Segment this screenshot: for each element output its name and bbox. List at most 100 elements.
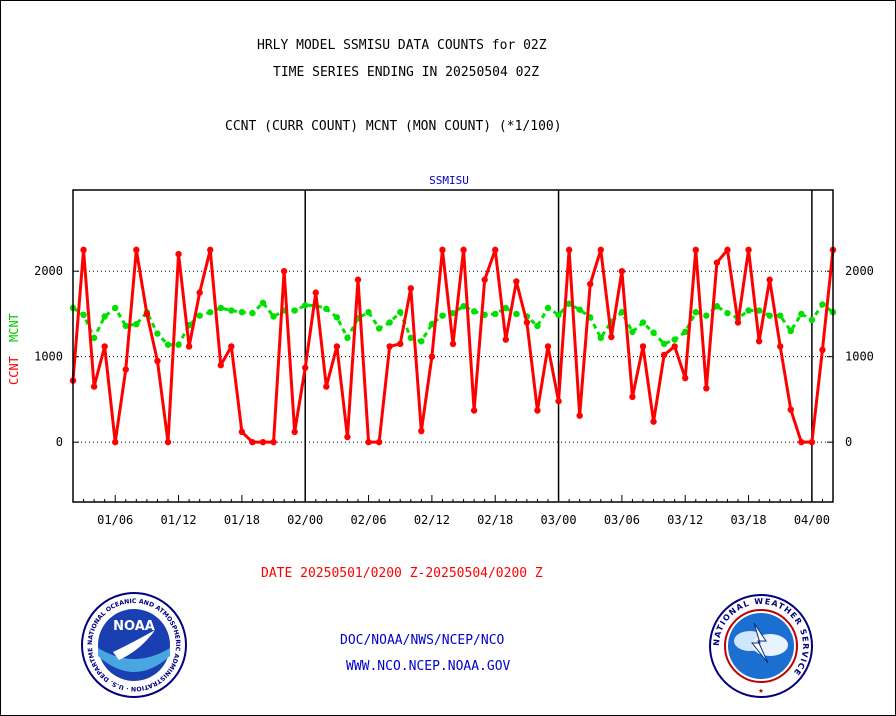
data-point-mcnt bbox=[80, 311, 87, 318]
data-point-ccnt bbox=[270, 438, 277, 446]
data-point-mcnt bbox=[333, 314, 341, 321]
data-point-ccnt bbox=[755, 338, 763, 345]
data-point-mcnt bbox=[755, 307, 763, 314]
data-point-mcnt bbox=[660, 340, 668, 348]
data-point-mcnt bbox=[344, 334, 351, 342]
data-point-ccnt bbox=[703, 385, 710, 392]
data-point-mcnt bbox=[502, 304, 509, 312]
data-point-mcnt bbox=[692, 309, 699, 316]
data-point-ccnt bbox=[196, 289, 203, 296]
data-point-ccnt bbox=[333, 343, 341, 350]
data-point-mcnt bbox=[724, 309, 731, 317]
data-point-ccnt bbox=[122, 366, 129, 373]
data-point-ccnt bbox=[819, 346, 826, 354]
data-point-mcnt bbox=[513, 310, 520, 318]
data-point-ccnt bbox=[407, 285, 414, 292]
data-point-ccnt bbox=[133, 246, 140, 254]
data-point-ccnt bbox=[587, 280, 594, 288]
data-point-mcnt bbox=[766, 312, 773, 319]
data-point-mcnt bbox=[154, 330, 161, 337]
data-point-mcnt bbox=[650, 329, 657, 336]
data-point-mcnt bbox=[639, 319, 647, 326]
data-point-mcnt bbox=[798, 310, 805, 318]
data-point-mcnt bbox=[703, 312, 710, 319]
svg-text:★: ★ bbox=[758, 686, 764, 696]
data-point-mcnt bbox=[175, 341, 182, 348]
data-point-ccnt bbox=[249, 438, 256, 446]
data-point-mcnt bbox=[302, 302, 309, 309]
data-point-mcnt bbox=[671, 336, 678, 343]
x-tick-label: 01/06 bbox=[97, 513, 133, 527]
plot-title: SSMISU bbox=[429, 174, 469, 187]
nws-logo: NATIONAL WEATHER SERVICE ★ bbox=[709, 594, 813, 698]
noaa-logo: NOAA NATIONAL OCEANIC AND ATMOSPHERIC AD… bbox=[79, 590, 187, 698]
url-link[interactable]: WWW.NCO.NCEP.NOAA.GOV bbox=[346, 659, 511, 674]
data-point-mcnt bbox=[745, 307, 752, 314]
data-point-ccnt bbox=[682, 374, 689, 382]
data-point-mcnt bbox=[217, 304, 224, 312]
data-point-mcnt bbox=[238, 309, 246, 316]
data-point-ccnt bbox=[112, 438, 119, 446]
data-point-ccnt bbox=[228, 343, 235, 350]
y-label-ccnt: CCNT bbox=[7, 356, 21, 385]
date-range-label: DATE 20250501/0200 Z-20250504/0200 Z bbox=[261, 566, 543, 581]
data-point-ccnt bbox=[555, 397, 562, 405]
data-point-mcnt bbox=[439, 312, 446, 319]
data-point-mcnt bbox=[713, 303, 721, 310]
data-point-mcnt bbox=[597, 334, 604, 342]
data-point-ccnt bbox=[808, 438, 816, 446]
data-point-mcnt bbox=[90, 334, 98, 342]
data-point-ccnt bbox=[713, 259, 721, 266]
data-point-mcnt bbox=[565, 300, 573, 307]
y-tick-label-right: 1000 bbox=[845, 350, 874, 364]
data-point-ccnt bbox=[671, 343, 678, 350]
data-point-mcnt bbox=[460, 303, 467, 310]
data-point-ccnt bbox=[608, 333, 615, 341]
x-tick-label: 01/12 bbox=[160, 513, 196, 527]
org-label: DOC/NOAA/NWS/NCEP/NCO bbox=[340, 633, 505, 648]
x-tick-label: 02/06 bbox=[350, 513, 386, 527]
data-point-ccnt bbox=[449, 340, 457, 348]
data-point-ccnt bbox=[745, 246, 752, 254]
data-point-mcnt bbox=[228, 307, 235, 314]
data-point-mcnt bbox=[534, 322, 541, 330]
data-point-ccnt bbox=[354, 276, 362, 283]
data-point-ccnt bbox=[259, 438, 267, 446]
data-point-ccnt bbox=[597, 246, 604, 254]
data-point-ccnt bbox=[175, 250, 182, 258]
data-point-mcnt bbox=[407, 334, 414, 342]
data-point-mcnt bbox=[544, 304, 552, 312]
data-point-ccnt bbox=[90, 383, 98, 390]
chart-title-line2: TIME SERIES ENDING IN 20250504 02Z bbox=[273, 65, 540, 80]
x-tick-label: 02/00 bbox=[287, 513, 323, 527]
x-tick-label: 03/06 bbox=[604, 513, 640, 527]
data-point-ccnt bbox=[492, 246, 499, 254]
data-point-mcnt bbox=[449, 309, 457, 317]
data-point-ccnt bbox=[460, 246, 467, 254]
data-point-mcnt bbox=[787, 327, 794, 335]
data-point-ccnt bbox=[787, 406, 794, 413]
data-point-ccnt bbox=[101, 343, 108, 350]
data-point-ccnt bbox=[734, 319, 742, 326]
data-point-ccnt bbox=[80, 246, 87, 254]
data-point-mcnt bbox=[618, 309, 626, 316]
data-point-mcnt bbox=[819, 301, 826, 308]
data-point-mcnt bbox=[323, 305, 330, 313]
data-point-mcnt bbox=[375, 325, 383, 332]
data-point-ccnt bbox=[217, 362, 224, 369]
x-tick-label: 02/18 bbox=[477, 513, 513, 527]
data-point-ccnt bbox=[375, 438, 383, 446]
data-point-ccnt bbox=[291, 428, 298, 436]
data-point-ccnt bbox=[470, 407, 478, 414]
data-point-mcnt bbox=[270, 313, 277, 320]
data-point-mcnt bbox=[492, 310, 499, 318]
data-point-mcnt bbox=[682, 328, 689, 336]
x-tick-label: 03/12 bbox=[667, 513, 703, 527]
data-point-ccnt bbox=[481, 276, 488, 283]
data-point-ccnt bbox=[660, 351, 668, 359]
x-tick-label: 04/00 bbox=[794, 513, 830, 527]
data-point-ccnt bbox=[397, 340, 404, 348]
x-tick-label: 01/18 bbox=[224, 513, 260, 527]
y-tick-label-right: 2000 bbox=[845, 264, 874, 278]
